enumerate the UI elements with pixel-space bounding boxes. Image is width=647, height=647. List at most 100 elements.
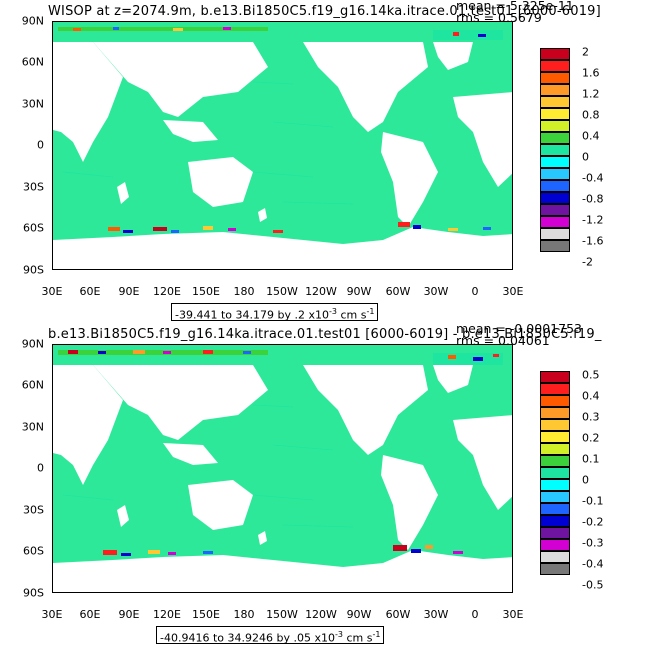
x-tick-label: 150W	[266, 608, 298, 621]
colorbar-swatch	[540, 240, 570, 252]
x-tick-label: 30E	[41, 285, 63, 298]
x-tick-label: 30W	[423, 608, 449, 621]
colorbar-swatch	[540, 180, 570, 192]
y-tick-label: 0	[37, 461, 44, 475]
colorbar-swatch	[540, 407, 570, 419]
colorbar-swatch	[540, 395, 570, 407]
arctic-anomalies	[58, 27, 503, 40]
y-tick-label: 90S	[23, 586, 44, 600]
range-exponent: -3	[328, 307, 337, 316]
colorbar-swatch	[540, 443, 570, 455]
colorbar-swatch	[540, 48, 570, 60]
panel-title: WISOP at z=2074.9m, b.e13.Bi1850C5.f19_g…	[48, 4, 601, 19]
x-tick-label: 60E	[79, 608, 101, 621]
x-tick-label: 90E	[118, 285, 140, 298]
land-masses	[53, 42, 512, 269]
x-tick-label: 90E	[118, 608, 140, 621]
colorbar-swatch	[540, 479, 570, 491]
colorbar-label: -0.1	[582, 494, 604, 508]
colorbar-swatch	[540, 204, 570, 216]
x-tick-label: 90W	[346, 608, 372, 621]
land-masses	[53, 365, 512, 592]
colorbar-swatch	[540, 455, 570, 467]
colorbar-label: 0	[582, 473, 589, 487]
range-exponent: -3	[334, 630, 343, 639]
colorbar-label: -0.3	[582, 536, 604, 550]
y-tick-label: 60N	[21, 378, 44, 392]
x-tick-label: 30W	[423, 285, 449, 298]
x-tick-label: 60W	[385, 285, 411, 298]
range-units: cm s	[336, 308, 367, 322]
colorbar-label: -0.8	[582, 192, 604, 206]
colorbar-swatch	[540, 72, 570, 84]
range-units: cm s	[342, 631, 373, 645]
y-tick-label: 30S	[23, 180, 44, 194]
y-tick-label: 30N	[21, 420, 44, 434]
panel-title: b.e13.Bi1850C5.f19_g16.14ka.itrace.01.te…	[48, 327, 602, 342]
y-tick-label: 90S	[23, 263, 44, 277]
y-tick-label: 30S	[23, 503, 44, 517]
world-map	[53, 22, 512, 269]
colorbar-swatch	[540, 144, 570, 156]
colorbar-label: -2	[582, 255, 593, 269]
colorbar-label: 0	[582, 150, 589, 164]
southern-ocean-anomalies	[103, 545, 463, 556]
x-tick-label: 150E	[192, 285, 220, 298]
contour-range-box: -39.441 to 34.179 by .2 x10-3 cm s-1	[171, 303, 379, 322]
y-tick-label: 60S	[23, 221, 44, 235]
colorbar-label: 0.5	[582, 368, 600, 382]
colorbar-swatch	[540, 216, 570, 228]
colorbar-swatch	[540, 168, 570, 180]
colorbar-label: -0.4	[582, 557, 604, 571]
colorbar-swatch	[540, 60, 570, 72]
range-text: -40.9416 to 34.9246 by .05 x10	[160, 631, 335, 645]
colorbar-label: 1.2	[582, 87, 600, 101]
colorbar-label: -1.6	[582, 234, 604, 248]
colorbar-label: 0.2	[582, 431, 600, 445]
world-map	[53, 345, 512, 592]
mean-stat: mean = 5.325e-11	[456, 0, 574, 13]
units-exponent: -1	[372, 630, 381, 639]
x-tick-label: 150E	[192, 608, 220, 621]
bottom-map-panel: b.e13.Bi1850C5.f19_g16.14ka.itrace.01.te…	[0, 321, 647, 646]
colorbar-label: 2	[582, 45, 589, 59]
colorbar-label: -1.2	[582, 213, 604, 227]
colorbar-label: 0.4	[582, 389, 600, 403]
y-tick-label: 30N	[21, 97, 44, 111]
x-tick-label: 120E	[153, 608, 181, 621]
y-tick-label: 90N	[21, 337, 44, 351]
colorbar-swatch	[540, 84, 570, 96]
colorbar-swatch	[540, 192, 570, 204]
x-tick-label: 120E	[153, 285, 181, 298]
mean-stat: mean = -0.0001753	[456, 321, 582, 336]
colorbar-swatch	[540, 515, 570, 527]
colorbar-label: 0.1	[582, 452, 600, 466]
y-tick-label: 60N	[21, 55, 44, 69]
colorbar-swatch	[540, 431, 570, 443]
colorbar-label: -0.5	[582, 578, 604, 592]
colorbar-swatch	[540, 503, 570, 515]
y-tick-label: 0	[37, 138, 44, 152]
colorbar-swatch	[540, 120, 570, 132]
colorbar-swatch	[540, 491, 570, 503]
colorbar-label: -0.2	[582, 515, 604, 529]
southern-ocean-anomalies	[108, 222, 491, 233]
x-tick-label: 120W	[305, 285, 337, 298]
colorbar-swatch	[540, 467, 570, 479]
colorbar-swatch	[540, 371, 570, 383]
map-plot-area	[52, 21, 513, 270]
x-tick-label: 90W	[346, 285, 372, 298]
colorbar-label: -0.4	[582, 171, 604, 185]
colorbar-label: 0.3	[582, 410, 600, 424]
x-tick-label: 120W	[305, 608, 337, 621]
colorbar-swatch	[540, 96, 570, 108]
colorbar-swatch	[540, 228, 570, 240]
colorbar-swatch	[540, 419, 570, 431]
ocean-texture	[62, 81, 354, 205]
units-exponent: -1	[366, 307, 375, 316]
colorbar-swatch	[540, 156, 570, 168]
x-tick-label: 30E	[41, 608, 63, 621]
x-tick-label: 0	[471, 285, 479, 298]
arctic-anomalies	[58, 350, 503, 365]
y-tick-label: 60S	[23, 544, 44, 558]
